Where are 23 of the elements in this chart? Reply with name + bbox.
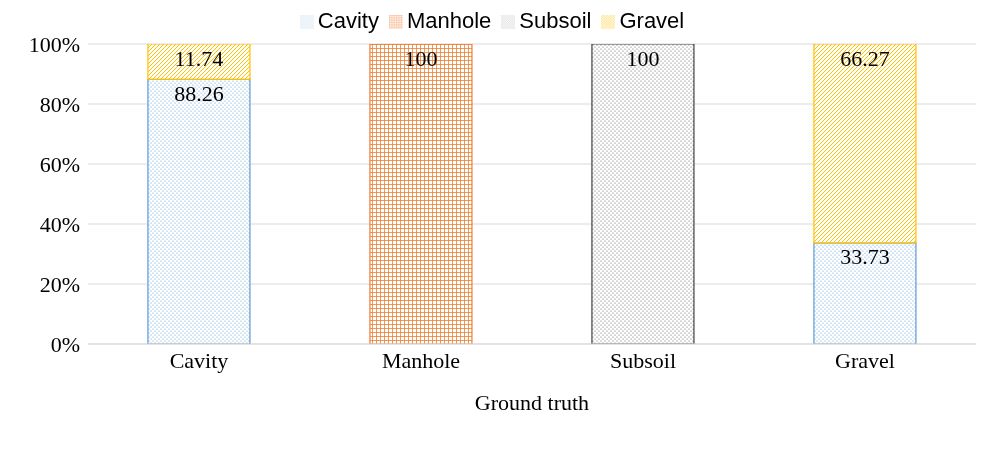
data-label: 88.26 [174, 80, 224, 106]
x-axis-title: Ground truth [474, 390, 590, 415]
x-tick-label: Subsoil [609, 347, 677, 373]
legend-label: Subsoil [519, 8, 592, 33]
x-tick-label: Manhole [381, 347, 461, 373]
bar [591, 44, 695, 344]
legend-label: Gravel [619, 8, 685, 33]
data-label: 33.73 [840, 244, 890, 270]
y-tick-label: 0% [50, 331, 80, 357]
bar [147, 78, 251, 344]
y-tick-label: 40% [39, 211, 80, 237]
y-tick-label: 20% [39, 271, 80, 297]
bar [813, 242, 917, 344]
y-tick-label: 60% [39, 151, 80, 177]
data-label: 100 [626, 45, 660, 71]
legend-label: Manhole [406, 8, 492, 33]
bar [813, 44, 917, 244]
y-tick-label: 80% [39, 91, 80, 117]
x-tick-label: Gravel [835, 347, 895, 373]
x-tick-label: Cavity [169, 347, 229, 373]
y-tick-label: 100% [28, 31, 80, 57]
legend-label: Cavity [317, 8, 379, 33]
bar [369, 44, 473, 344]
